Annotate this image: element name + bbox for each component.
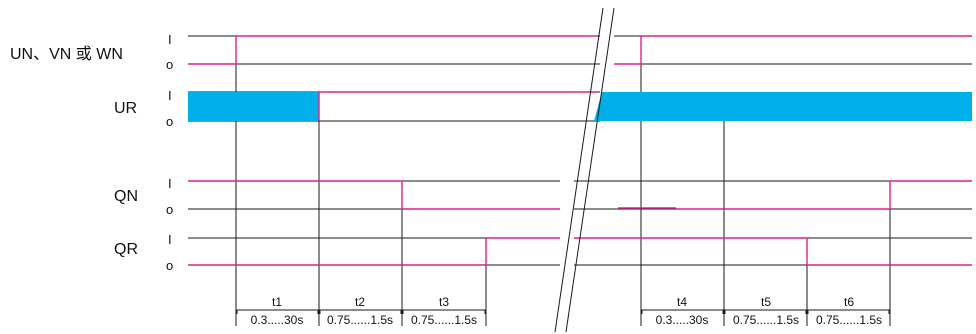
un-vn-wn-wave-right — [614, 35, 972, 65]
interval-name-t2: t2 — [355, 295, 365, 309]
signal-label-qr: QR — [114, 241, 138, 258]
ur-pulse-left — [188, 92, 319, 121]
signal-label-ur: UR — [114, 100, 137, 117]
level-high-ur: I — [168, 88, 172, 103]
interval-range-t3: 0.75......1.5s — [411, 313, 477, 327]
interval-bracket-t4 — [641, 309, 724, 314]
qn-wave-left — [188, 180, 560, 210]
interval-brackets — [236, 309, 890, 314]
ur-wave-left-line — [318, 91, 598, 121]
interval-bracket-t3 — [402, 309, 486, 314]
interval-name-t6: t6 — [844, 295, 854, 309]
qr-wave-left — [188, 237, 560, 266]
interval-bracket-t5 — [724, 309, 807, 314]
interval-name-t3: t3 — [439, 295, 449, 309]
interval-range-t1: 0.3.....30s — [251, 313, 304, 327]
level-high-qn: I — [168, 176, 172, 191]
level-low-qr: o — [166, 258, 173, 273]
interval-range-t6: 0.75......1.5s — [816, 313, 882, 327]
interval-bracket-t1 — [236, 309, 319, 314]
break-slash-left — [554, 7, 604, 333]
left-signal-labels: UN、VN 或 WN UR QN QR — [10, 45, 138, 258]
level-low-ur: o — [166, 114, 173, 129]
ur-pulse-right — [594, 92, 972, 121]
level-high-un-vn-wn: I — [168, 32, 172, 47]
interval-name-t4: t4 — [677, 295, 687, 309]
ur-waveform — [188, 91, 972, 121]
level-low-un-vn-wn: o — [166, 57, 173, 72]
interval-range-t4: 0.3.....30s — [656, 313, 709, 327]
signal-label-qn: QN — [114, 188, 138, 205]
interval-bracket-t2 — [319, 309, 402, 314]
interval-labels: t1 0.3.....30s t2 0.75......1.5s t3 0.75… — [251, 295, 882, 327]
qn-waveform — [188, 180, 972, 210]
interval-name-t5: t5 — [761, 295, 771, 309]
level-high-qr: I — [168, 232, 172, 247]
interval-name-t1: t1 — [272, 295, 282, 309]
level-markers: I o I o I o I o — [166, 32, 173, 273]
un-vn-wn-wave-left — [188, 35, 600, 65]
level-low-qn: o — [166, 202, 173, 217]
signal-label-un-vn-wn: UN、VN 或 WN — [10, 45, 123, 63]
time-break-marks — [554, 7, 615, 333]
interval-range-t5: 0.75......1.5s — [733, 313, 799, 327]
interval-range-t2: 0.75......1.5s — [327, 313, 393, 327]
interval-bracket-t6 — [807, 309, 890, 314]
qr-wave-right — [574, 237, 972, 266]
qr-waveform — [188, 237, 972, 266]
un-vn-wn-waveform — [188, 35, 972, 65]
qn-wave-right — [676, 180, 972, 210]
break-slash-right — [565, 7, 615, 333]
